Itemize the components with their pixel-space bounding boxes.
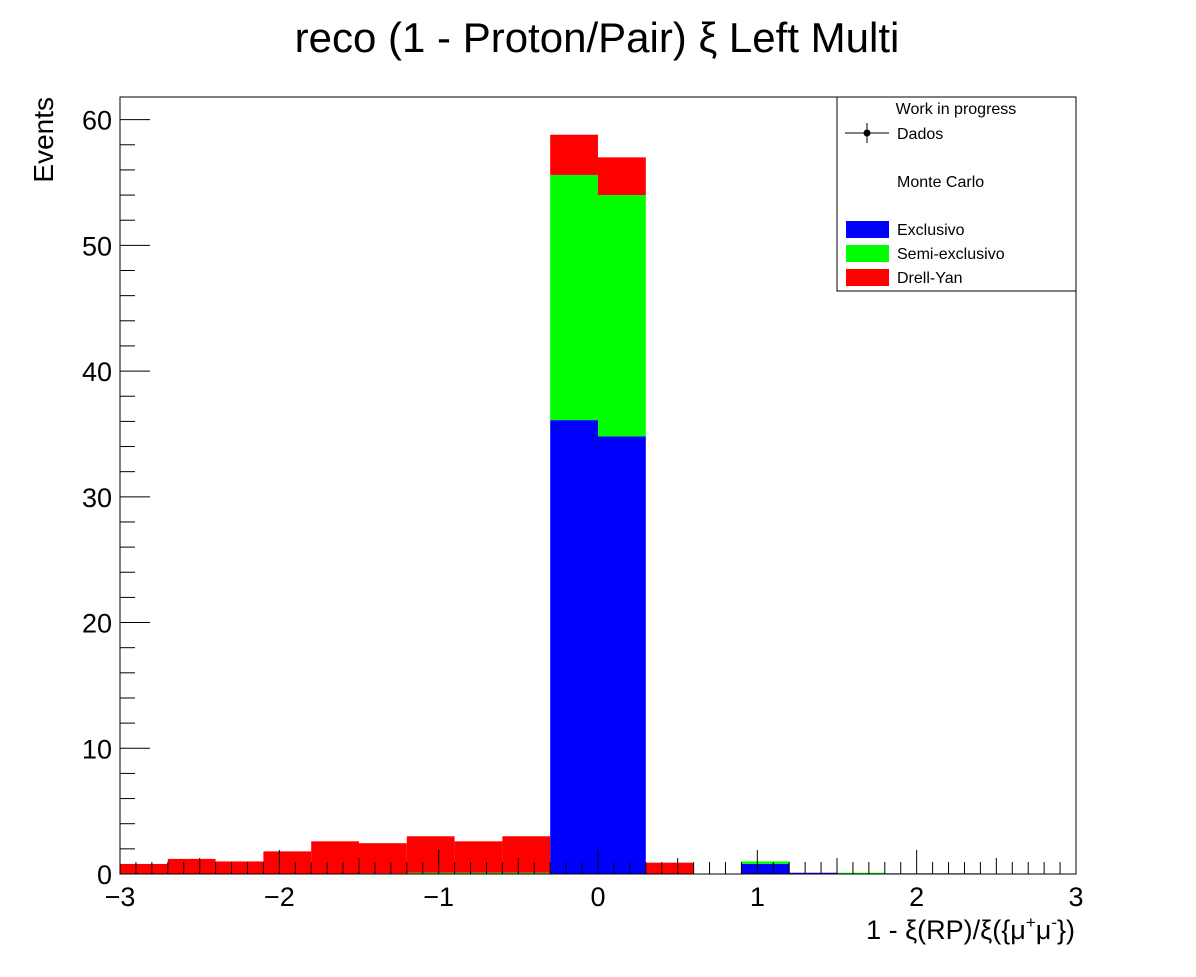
bar-drell-yan-11 — [645, 862, 694, 874]
bar-drell-yan-3 — [263, 851, 312, 874]
x-tick-label--2: −2 — [264, 882, 295, 912]
y-tick-label-30: 30 — [82, 483, 112, 513]
legend-data-marker — [863, 129, 871, 137]
bar-exclusivo-9 — [550, 420, 598, 874]
x-tick-label-0: 0 — [590, 882, 605, 912]
x-axis-label: 1 - ξ(RP)/ξ({μ+μ-}) — [866, 913, 1075, 945]
bar-semi-exclusivo-7 — [454, 872, 503, 874]
bar-drell-yan-8 — [502, 836, 551, 873]
bar-drell-yan-6 — [406, 836, 455, 873]
legend-entry-2: Drell-Yan — [897, 270, 963, 287]
bar-drell-yan-10 — [598, 157, 646, 196]
y-tick-label-10: 10 — [82, 734, 112, 764]
y-tick-label-20: 20 — [82, 609, 112, 639]
y-tick-label-60: 60 — [82, 106, 112, 136]
x-axis-label-sup2: - — [1051, 913, 1057, 932]
y-tick-label-40: 40 — [82, 357, 112, 387]
x-axis-label-end: }) — [1057, 915, 1075, 945]
legend-mc-label: Monte Carlo — [897, 174, 984, 191]
x-axis-label-sup1: + — [1026, 913, 1036, 932]
bar-semi-exclusivo-9 — [550, 174, 598, 421]
bar-exclusivo-13 — [741, 863, 790, 874]
x-tick-label-1: 1 — [750, 882, 765, 912]
x-tick-label--3: −3 — [105, 882, 136, 912]
bar-semi-exclusivo-13 — [741, 861, 790, 864]
y-tick-label-50: 50 — [82, 231, 112, 261]
bar-semi-exclusivo-8 — [502, 872, 551, 874]
bar-drell-yan-5 — [359, 843, 407, 874]
bar-drell-yan-1 — [167, 858, 216, 874]
bar-exclusivo-10 — [598, 436, 646, 874]
x-tick-label-2: 2 — [909, 882, 924, 912]
y-axis-label: Events — [28, 97, 59, 183]
bar-semi-exclusivo-6 — [406, 872, 455, 874]
x-axis-label-base: 1 - ξ(RP)/ξ({μ — [866, 915, 1026, 945]
chart-title: reco (1 - Proton/Pair) ξ Left Multi — [295, 14, 900, 61]
bar-semi-exclusivo-10 — [598, 195, 646, 437]
bar-exclusivo-14 — [789, 872, 837, 874]
bar-drell-yan-7 — [454, 841, 503, 873]
x-tick-label-3: 3 — [1068, 882, 1083, 912]
y-tick-label-0: 0 — [97, 860, 112, 890]
x-tick-label--1: −1 — [423, 882, 454, 912]
legend-entry-1: Semi-exclusivo — [897, 246, 1005, 263]
axes-group: 0 10 20 30 40 50 60 −3 −2 −1 0 1 2 3 — [82, 96, 1084, 912]
bar-drell-yan-9 — [550, 134, 598, 175]
legend-entry-0: Exclusivo — [897, 222, 965, 239]
legend-header: Work in progress — [896, 101, 1017, 118]
legend-data-label: Dados — [897, 126, 943, 143]
legend-swatch-0 — [846, 221, 889, 238]
bar-drell-yan-2 — [215, 861, 264, 874]
bar-drell-yan-0 — [120, 863, 168, 874]
bar-semi-exclusivo-15 — [837, 872, 885, 874]
x-axis-label-mid: μ — [1036, 915, 1052, 945]
bars-group — [120, 134, 981, 875]
legend-swatch-1 — [846, 245, 889, 262]
legend-swatch-2 — [846, 269, 889, 286]
bar-drell-yan-4 — [311, 841, 359, 874]
legend: Work in progress Dados Monte Carlo Exclusiv… — [836, 96, 1077, 292]
